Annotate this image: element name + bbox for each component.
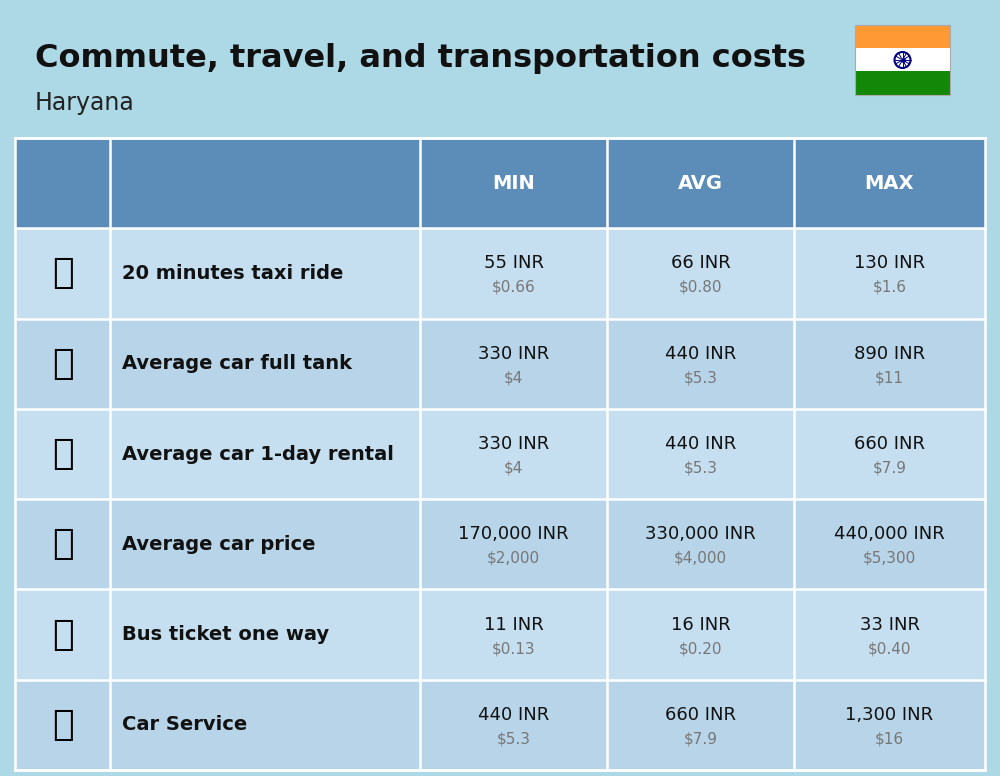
Text: 16 INR: 16 INR (671, 615, 730, 633)
Text: 🚗: 🚗 (52, 527, 73, 561)
Text: 330 INR: 330 INR (478, 435, 549, 453)
FancyBboxPatch shape (855, 48, 950, 71)
FancyBboxPatch shape (15, 680, 985, 770)
Text: Commute, travel, and transportation costs: Commute, travel, and transportation cost… (35, 43, 806, 74)
Text: 170,000 INR: 170,000 INR (458, 525, 569, 543)
Text: $7.9: $7.9 (872, 460, 906, 476)
Text: 66 INR: 66 INR (671, 255, 730, 272)
Text: $4: $4 (504, 370, 523, 385)
Text: Average car price: Average car price (122, 535, 316, 554)
Text: $5.3: $5.3 (684, 370, 718, 385)
Text: Bus ticket one way: Bus ticket one way (122, 625, 329, 644)
Text: Car Service: Car Service (122, 715, 247, 734)
Text: 330,000 INR: 330,000 INR (645, 525, 756, 543)
FancyBboxPatch shape (15, 499, 985, 590)
FancyBboxPatch shape (15, 319, 985, 409)
Text: $4,000: $4,000 (674, 551, 727, 566)
Text: 🚕: 🚕 (52, 256, 73, 290)
Text: $16: $16 (875, 731, 904, 747)
Text: MAX: MAX (865, 174, 914, 192)
Text: $5.3: $5.3 (684, 460, 718, 476)
FancyBboxPatch shape (15, 409, 985, 499)
FancyBboxPatch shape (15, 138, 985, 228)
FancyBboxPatch shape (15, 590, 985, 680)
Text: ⛽: ⛽ (52, 347, 73, 381)
FancyBboxPatch shape (15, 228, 985, 319)
Text: 890 INR: 890 INR (854, 345, 925, 362)
Text: $5,300: $5,300 (863, 551, 916, 566)
Text: AVG: AVG (678, 174, 723, 192)
Text: 440 INR: 440 INR (478, 706, 549, 724)
Text: $0.40: $0.40 (868, 641, 911, 656)
Text: 20 minutes taxi ride: 20 minutes taxi ride (122, 264, 343, 283)
Text: $4: $4 (504, 460, 523, 476)
Text: $2,000: $2,000 (487, 551, 540, 566)
Text: 660 INR: 660 INR (665, 706, 736, 724)
Text: 🚌: 🚌 (52, 618, 73, 652)
Text: 330 INR: 330 INR (478, 345, 549, 362)
Text: 440,000 INR: 440,000 INR (834, 525, 945, 543)
Text: $1.6: $1.6 (872, 280, 906, 295)
Text: 130 INR: 130 INR (854, 255, 925, 272)
Text: $0.80: $0.80 (679, 280, 722, 295)
Text: 55 INR: 55 INR (484, 255, 544, 272)
FancyBboxPatch shape (855, 71, 950, 95)
Text: $7.9: $7.9 (684, 731, 718, 747)
Text: 33 INR: 33 INR (860, 615, 920, 633)
Text: Average car 1-day rental: Average car 1-day rental (122, 445, 394, 463)
Text: 🚗: 🚗 (52, 708, 73, 742)
Text: $5.3: $5.3 (496, 731, 530, 747)
Text: 11 INR: 11 INR (484, 615, 543, 633)
Text: 660 INR: 660 INR (854, 435, 925, 453)
Text: $11: $11 (875, 370, 904, 385)
Text: $0.20: $0.20 (679, 641, 722, 656)
Text: 440 INR: 440 INR (665, 345, 736, 362)
Text: 440 INR: 440 INR (665, 435, 736, 453)
Text: Haryana: Haryana (35, 91, 135, 115)
Text: $0.13: $0.13 (492, 641, 535, 656)
Text: MIN: MIN (492, 174, 535, 192)
Text: 🚙: 🚙 (52, 437, 73, 471)
Text: 1,300 INR: 1,300 INR (845, 706, 934, 724)
FancyBboxPatch shape (855, 25, 950, 48)
Text: $0.66: $0.66 (492, 280, 535, 295)
Text: Average car full tank: Average car full tank (122, 354, 352, 373)
